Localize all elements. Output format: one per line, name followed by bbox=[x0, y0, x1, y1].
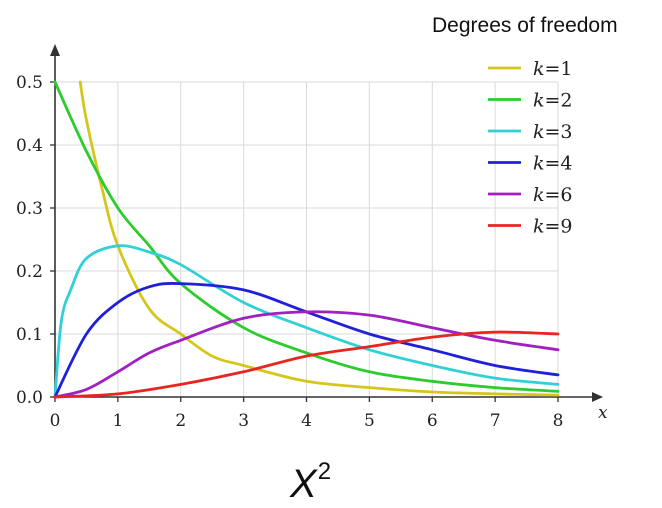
series-line-k-4 bbox=[53, 282, 560, 399]
y-tick-label: 0.4 bbox=[16, 136, 43, 156]
x-tick-label: 7 bbox=[490, 411, 501, 431]
y-tick-label: 0.1 bbox=[16, 325, 43, 345]
series-line-k-3 bbox=[53, 244, 560, 399]
legend-label-k-4: k=4 bbox=[533, 153, 573, 175]
x-tick-label: 4 bbox=[301, 411, 312, 431]
x-tick-label: 0 bbox=[50, 411, 61, 431]
legend-label-k-9: k=9 bbox=[533, 216, 573, 238]
y-tick-label: 0.2 bbox=[16, 262, 43, 282]
legend-label-k-1: k=1 bbox=[533, 58, 573, 80]
axes bbox=[50, 44, 603, 402]
tick-labels: 0 1 2 3 4 5 6 7 8 0.0 0.1 0.2 0.3 0.4 0.5 x bbox=[16, 73, 608, 431]
series-line-k-6 bbox=[53, 310, 560, 399]
y-axis-arrow bbox=[50, 44, 60, 56]
x-tick-label: 2 bbox=[175, 411, 186, 431]
x-axis-arrow bbox=[592, 392, 603, 402]
legend-label-k-6: k=6 bbox=[533, 184, 573, 206]
series-line-k-1 bbox=[78, 80, 560, 397]
legend: Degrees of freedom k=1 k=2 k=3 k=4 k=6 k=9 bbox=[432, 14, 618, 238]
x-axis-variable: x bbox=[598, 403, 608, 423]
series-line-k-2 bbox=[53, 80, 560, 393]
x-tick-label: 1 bbox=[112, 411, 123, 431]
series-line-k-9 bbox=[53, 330, 560, 399]
legend-title: Degrees of freedom bbox=[432, 14, 618, 37]
x-axis-title-exponent: 2 bbox=[317, 458, 332, 485]
grid-lines bbox=[55, 81, 559, 397]
x-tick-label: 3 bbox=[238, 411, 249, 431]
x-axis-title-base: X bbox=[290, 462, 317, 506]
x-tick-label: 5 bbox=[364, 411, 375, 431]
y-tick-label: 0.5 bbox=[16, 73, 43, 93]
y-tick-label: 0.0 bbox=[16, 388, 43, 408]
y-tick-label: 0.3 bbox=[16, 199, 43, 219]
legend-label-k-3: k=3 bbox=[533, 121, 573, 143]
x-axis-title: X2 bbox=[290, 448, 331, 508]
x-tick-label: 6 bbox=[427, 411, 438, 431]
series-group bbox=[53, 80, 560, 399]
legend-label-k-2: k=2 bbox=[533, 90, 573, 112]
x-tick-label: 8 bbox=[553, 411, 564, 431]
